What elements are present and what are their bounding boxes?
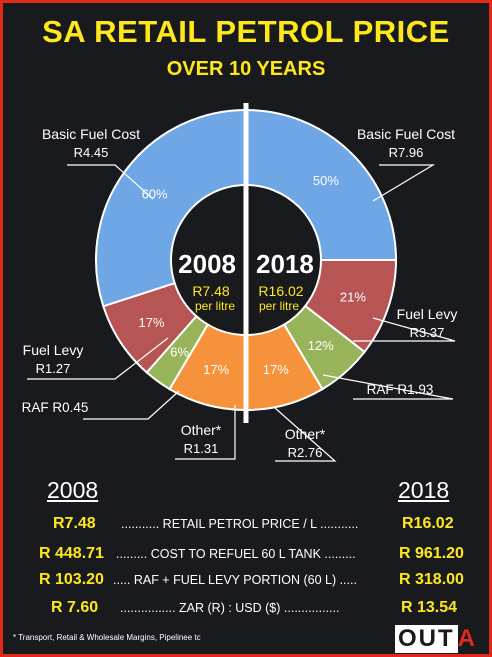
outa-logo: OUT A [395, 625, 485, 653]
total-price-2008: R7.48 [192, 283, 230, 299]
value-2008: R7.48 [53, 515, 96, 532]
slice-pct-label: 12% [308, 338, 334, 353]
value-2018: R 13.54 [401, 599, 458, 616]
slice-pct-label: 21% [340, 290, 366, 305]
slice-value-label: R1.27 [36, 361, 71, 376]
table-row: R 448.71 ......... COST TO REFUEL 60 L T… [3, 545, 489, 567]
row-label: ..... RAF + FUEL LEVY PORTION (60 L) ...… [113, 573, 357, 587]
slice-name-label: Other* [181, 422, 222, 438]
page-subtitle: OVER 10 YEARS [166, 58, 326, 80]
year-left-header: 2008 [47, 477, 99, 503]
slice-pct-label: 17% [263, 362, 289, 377]
table-row: R 103.20 ..... RAF + FUEL LEVY PORTION (… [3, 571, 489, 593]
leader-line [322, 374, 454, 400]
slice-name-value-label: RAF R0.45 [22, 400, 89, 415]
leader-line [27, 337, 169, 380]
slice-value-label: R7.96 [389, 145, 424, 160]
slice-value-label: R1.31 [184, 441, 219, 456]
leader-line [67, 164, 154, 200]
slice-pct-label: 50% [313, 173, 339, 188]
value-2008: R 7.60 [51, 599, 99, 616]
leader-line [175, 405, 236, 460]
slice-name-value-label: RAF R1.93 [367, 382, 434, 397]
leader-line [353, 317, 456, 342]
value-2008: R 103.20 [39, 571, 104, 588]
row-label: ........... RETAIL PETROL PRICE / L ....… [121, 517, 359, 531]
row-label: ................ ZAR (R) : USD ($) .....… [120, 601, 340, 615]
value-2008: R 448.71 [39, 545, 104, 562]
page-title: SA RETAIL PETROL PRICE [42, 14, 450, 49]
table-row: R 7.60 ................ ZAR (R) : USD ($… [3, 599, 489, 621]
leader-line [83, 390, 180, 420]
value-2018: R 961.20 [399, 545, 464, 562]
slice-name-label: Fuel Levy [397, 306, 458, 322]
slice-name-label: Fuel Levy [23, 342, 84, 358]
value-2018: R 318.00 [399, 571, 464, 588]
pie-slice [245, 108, 398, 261]
year-label-2008: 2008 [178, 249, 236, 279]
slice-pct-label: 17% [203, 362, 229, 377]
total-price-2018: R16.02 [258, 283, 303, 299]
slice-value-label: R3.37 [410, 325, 445, 340]
leader-line [372, 164, 436, 202]
slice-name-label: Basic Fuel Cost [357, 126, 455, 142]
slice-name-label: Other* [285, 426, 326, 442]
unit-label-2018: per litre [259, 299, 299, 313]
slice-pct-label: 6% [170, 344, 189, 359]
table-row: R7.48 ........... RETAIL PETROL PRICE / … [3, 515, 489, 537]
slice-value-label: R2.76 [288, 445, 323, 460]
year-right-header: 2018 [398, 477, 450, 503]
slice-value-label: R4.45 [74, 145, 109, 160]
year-label-2018: 2018 [256, 249, 314, 279]
slice-pct-label: 17% [139, 315, 165, 330]
slice-name-label: Basic Fuel Cost [42, 126, 140, 142]
pie-slice [95, 108, 247, 308]
slice-pct-label: 60% [142, 187, 168, 202]
unit-label-2008: per litre [195, 299, 235, 313]
row-label: ......... COST TO REFUEL 60 L TANK .....… [116, 547, 356, 561]
donut-chart: 60% 17% 6% 17% 50% 21% 12% 17% 2008 2018 R7.48 R16.… [22, 103, 458, 462]
value-2018: R16.02 [402, 515, 454, 532]
leader-line [274, 407, 337, 462]
footnote: * Transport, Retail & Wholesale Margins,… [13, 633, 201, 642]
